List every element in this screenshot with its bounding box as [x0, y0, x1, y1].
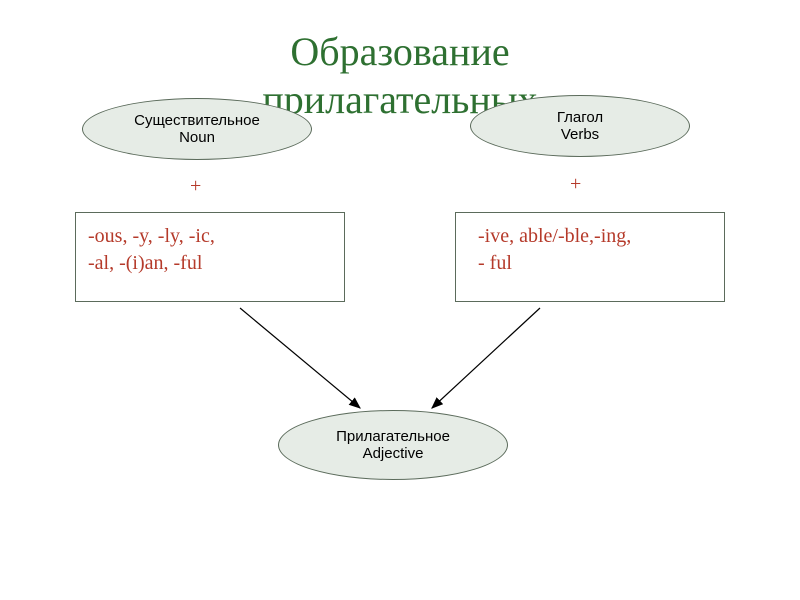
plus-right: + — [570, 173, 581, 196]
verb-label-en: Verbs — [561, 126, 599, 143]
noun-suffixes-line2: -al, -(i)an, -ful — [88, 250, 332, 277]
verb-ellipse: Глагол Verbs — [470, 95, 690, 157]
verb-label-ru: Глагол — [557, 109, 603, 126]
plus-left: + — [190, 175, 201, 198]
noun-label-en: Noun — [179, 129, 215, 146]
adjective-ellipse: Прилагательное Adjective — [278, 410, 508, 480]
noun-suffixes-line1: -ous, -y, -ly, -ic, — [88, 223, 332, 250]
noun-suffixes-box: -ous, -y, -ly, -ic, -al, -(i)an, -ful — [75, 212, 345, 302]
arrow-left — [240, 308, 360, 408]
noun-ellipse: Существительное Noun — [82, 98, 312, 160]
verb-suffixes-box: -ive, able/-ble,-ing, - ful — [455, 212, 725, 302]
adjective-label-ru: Прилагательное — [336, 428, 450, 445]
verb-suffixes-line2: - ful — [478, 250, 712, 277]
noun-label-ru: Существительное — [134, 112, 260, 129]
title-line1: Образование — [0, 28, 800, 75]
verb-suffixes-line1: -ive, able/-ble,-ing, — [478, 223, 712, 250]
adjective-label-en: Adjective — [363, 445, 424, 462]
arrow-right — [432, 308, 540, 408]
